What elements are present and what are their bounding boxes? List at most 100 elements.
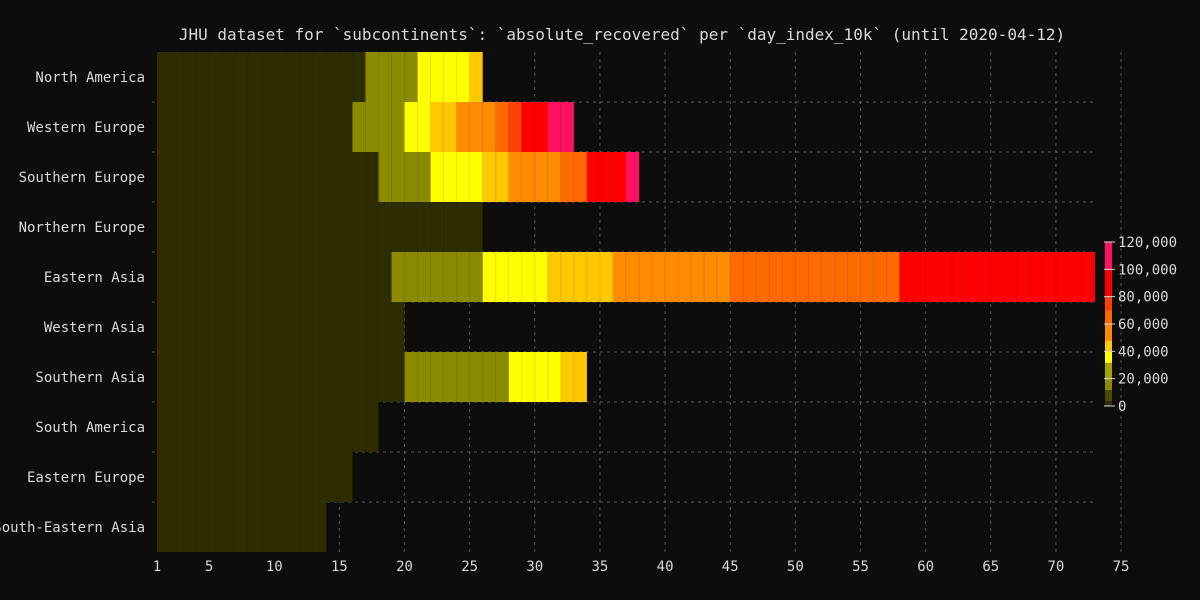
colorbar-step-12	[1105, 370, 1112, 374]
colorbar-step-36	[1105, 304, 1112, 309]
cell-2-4	[508, 152, 561, 202]
x-axis-ticks: 1 5 10 15 20 25 30 35 40 45 50 55 60 65 70 75	[153, 559, 1130, 575]
colorbar-step-54	[1105, 255, 1112, 259]
cell-1-0	[157, 102, 353, 152]
cell-5-0	[157, 302, 405, 352]
x-tick-15: 75	[1113, 559, 1130, 575]
cell-4-3	[547, 252, 613, 302]
colorbar-step-30	[1105, 321, 1112, 325]
colorbar-step-48	[1105, 272, 1112, 276]
colorbar-step-38	[1105, 299, 1112, 303]
colorbar-step-25	[1105, 334, 1112, 339]
colorbar-step-19	[1105, 351, 1112, 355]
colorbar-step-28	[1105, 326, 1112, 330]
colorbar-label-2: 40,000	[1118, 344, 1169, 360]
cell-0-3	[469, 52, 483, 102]
colorbar-step-11	[1105, 373, 1112, 377]
colorbar-step-8	[1105, 381, 1112, 385]
cell-4-4	[612, 252, 731, 302]
x-tick-8: 40	[657, 559, 674, 575]
cell-2-2	[430, 152, 483, 202]
colorbar-step-55	[1105, 252, 1112, 257]
colorbar-step-35	[1105, 307, 1112, 311]
colorbar-step-10	[1105, 375, 1112, 380]
colorbar-step-53	[1105, 258, 1112, 262]
colorbar-step-24	[1105, 337, 1112, 341]
x-tick-7: 35	[592, 559, 609, 575]
y-label-8: Eastern Europe	[27, 470, 145, 486]
colorbar-label-6: 120,000	[1118, 235, 1177, 251]
colorbar-step-32	[1105, 315, 1112, 320]
colorbar-step-59	[1105, 242, 1112, 246]
cell-3-0	[157, 202, 483, 252]
colorbar-step-42	[1105, 288, 1112, 292]
colorbar-step-13	[1105, 367, 1112, 371]
cell-2-0	[157, 152, 379, 202]
colorbar-step-23	[1105, 340, 1112, 344]
cell-0-0	[157, 52, 366, 102]
colorbar-step-2	[1105, 397, 1112, 402]
colorbar-step-20	[1105, 348, 1112, 352]
cell-4-2	[482, 252, 548, 302]
x-tick-10: 50	[787, 559, 804, 575]
colorbar-step-5	[1105, 389, 1112, 393]
cell-1-2	[404, 102, 431, 152]
colorbar-step-18	[1105, 354, 1112, 358]
colorbar-step-33	[1105, 313, 1112, 317]
y-label-1: Western Europe	[27, 120, 145, 136]
cell-2-3	[482, 152, 509, 202]
colorbar-step-57	[1105, 247, 1112, 251]
colorbar-step-6	[1105, 386, 1112, 391]
colorbar-step-51	[1105, 263, 1112, 268]
cell-1-3	[430, 102, 457, 152]
x-tick-0: 1	[153, 559, 161, 575]
colorbar-step-31	[1105, 318, 1112, 322]
cell-6-0	[157, 352, 405, 402]
cell-1-4	[456, 102, 496, 152]
colorbar-step-1	[1105, 400, 1112, 404]
colorbar: 0 20,000 40,000 60,000 80,000 100,000 120,000	[1104, 235, 1177, 415]
colorbar-step-14	[1105, 365, 1112, 369]
colorbar-step-26	[1105, 332, 1112, 336]
colorbar-step-22	[1105, 343, 1112, 347]
cell-0-2	[417, 52, 470, 102]
colorbar-step-27	[1105, 329, 1112, 333]
y-label-2: Southern Europe	[19, 170, 145, 186]
colorbar-step-45	[1105, 280, 1112, 284]
cell-1-8	[547, 102, 574, 152]
colorbar-step-49	[1105, 269, 1112, 273]
cell-9-0	[157, 502, 327, 552]
x-tick-3: 15	[331, 559, 348, 575]
colorbar-step-15	[1105, 362, 1112, 366]
colorbar-step-17	[1105, 356, 1112, 361]
x-tick-1: 5	[205, 559, 213, 575]
colorbar-label-4: 80,000	[1118, 290, 1169, 306]
colorbar-step-41	[1105, 291, 1112, 295]
y-label-6: Southern Asia	[35, 370, 145, 386]
colorbar-label-5: 100,000	[1118, 262, 1177, 278]
colorbar-label-3: 60,000	[1118, 317, 1169, 333]
chart-title: JHU dataset for `subcontinents`: `absolu…	[179, 25, 1065, 44]
y-label-7: South America	[35, 420, 145, 436]
x-tick-5: 25	[461, 559, 478, 575]
cell-2-7	[626, 152, 640, 202]
colorbar-label-0: 0	[1118, 399, 1126, 415]
x-tick-6: 30	[526, 559, 543, 575]
y-label-4: Eastern Asia	[44, 270, 145, 286]
colorbar-step-29	[1105, 324, 1112, 328]
x-tick-12: 60	[917, 559, 934, 575]
colorbar-step-7	[1105, 384, 1112, 388]
cell-4-5	[730, 252, 900, 302]
colorbar-step-39	[1105, 296, 1112, 300]
x-tick-14: 70	[1047, 559, 1064, 575]
colorbar-step-44	[1105, 283, 1112, 287]
cell-1-7	[521, 102, 548, 152]
y-axis-labels: North America Western Europe Southern Euro…	[0, 70, 145, 536]
colorbar-step-34	[1105, 310, 1112, 314]
colorbar-step-58	[1105, 244, 1112, 248]
x-tick-4: 20	[396, 559, 413, 575]
y-label-9: South-Eastern Asia	[0, 520, 145, 536]
colorbar-step-40	[1105, 293, 1112, 298]
colorbar-step-47	[1105, 274, 1112, 279]
